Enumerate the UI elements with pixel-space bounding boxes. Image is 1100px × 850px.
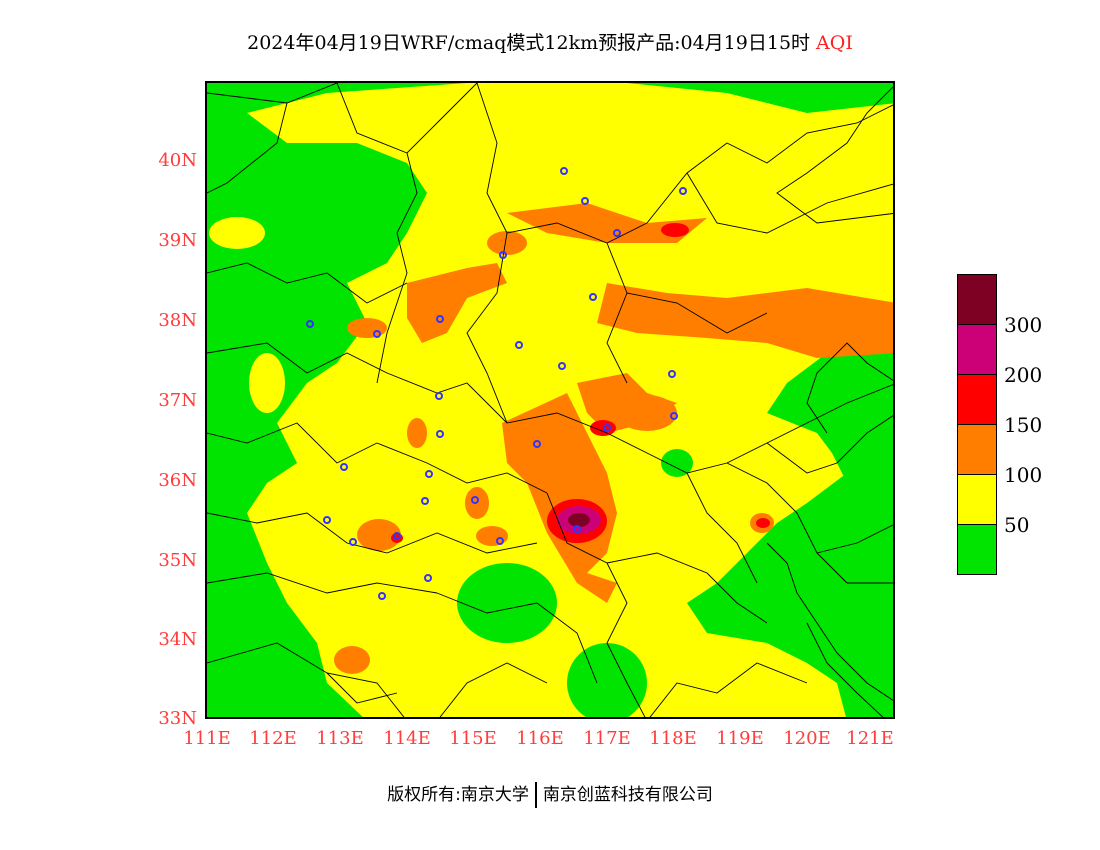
lon-tick-label: 112E: [249, 728, 297, 749]
aqi-level-unhealthy-patch: [756, 518, 770, 528]
legend-swatch-hazardous: [957, 274, 997, 325]
station-marker: [436, 430, 444, 438]
station-marker: [340, 463, 348, 471]
station-markers: [306, 167, 687, 600]
aqi-level-unhealthy-patch: [661, 223, 689, 237]
lon-tick-label: 119E: [716, 728, 764, 749]
legend-swatch-very-unhealthy: [957, 324, 997, 375]
aqi-level-moderate-patch: [267, 493, 337, 529]
station-marker: [613, 229, 621, 237]
station-marker: [425, 470, 433, 478]
aqi-level-sensitive-patch: [334, 646, 370, 674]
map-title: 2024年04月19日WRF/cmaq模式12km预报产品:04月19日15时 A…: [0, 28, 1100, 55]
legend-swatch-unhealthy: [957, 374, 997, 425]
aqi-level-sensitive-patch: [617, 395, 677, 431]
station-marker: [424, 574, 432, 582]
station-marker: [471, 496, 479, 504]
aqi-level-good-coast: [787, 346, 893, 717]
lat-tick-label: 38N: [158, 310, 197, 331]
aqi-level-good-patch: [723, 595, 771, 631]
station-marker: [496, 537, 504, 545]
aqi-level-sensitive-patch: [357, 519, 401, 551]
lat-tick-label: 34N: [158, 629, 197, 650]
legend-label: 150: [1004, 413, 1043, 437]
boundary-lines: [207, 83, 893, 717]
station-marker: [373, 330, 381, 338]
aqi-level-good-patch: [457, 563, 557, 643]
title-main: 2024年04月19日WRF/cmaq模式12km预报产品:04月19日15时: [247, 32, 811, 54]
station-marker: [515, 341, 523, 349]
copyright-footer: 版权所有:南京大学 南京创蓝科技有限公司: [0, 780, 1100, 808]
legend-swatch-moderate: [957, 474, 997, 525]
lon-tick-label: 116E: [516, 728, 564, 749]
footer-divider: [534, 782, 537, 808]
legend-label: 100: [1004, 463, 1043, 487]
station-marker: [679, 187, 687, 195]
aqi-level-sensitive-area: [507, 203, 707, 243]
aqi-level-sensitive-patch: [347, 318, 387, 338]
station-marker: [573, 525, 581, 533]
station-marker: [589, 293, 597, 301]
aqi-level-moderate-patch: [209, 217, 265, 249]
aqi-level-sensitive-area: [502, 393, 617, 603]
lat-tick-label: 37N: [158, 390, 197, 411]
station-marker: [421, 497, 429, 505]
station-marker: [558, 362, 566, 370]
aqi-level-good-patch: [661, 449, 693, 477]
aqi-map-svg: [207, 83, 893, 717]
aqi-level-good-patch: [567, 643, 647, 717]
aqi-level-sensitive-patch: [487, 231, 527, 255]
aqi-level-sensitive-patch: [407, 418, 427, 448]
lat-tick-label: 33N: [158, 708, 197, 729]
copyright-owner: 版权所有:南京大学: [387, 785, 529, 805]
lon-tick-label: 120E: [783, 728, 831, 749]
aqi-level-moderate-patch: [249, 353, 285, 413]
aqi-level-hazardous-patch: [568, 513, 590, 527]
station-marker: [435, 392, 443, 400]
lon-tick-label: 118E: [649, 728, 697, 749]
aqi-level-sensitive-area: [407, 263, 507, 343]
lon-tick-label: 114E: [383, 728, 431, 749]
lon-tick-label: 121E: [846, 728, 894, 749]
legend-label: 300: [1004, 313, 1043, 337]
station-marker: [323, 516, 331, 524]
station-marker: [306, 320, 314, 328]
aqi-level-sensitive-patch: [476, 526, 508, 546]
station-marker: [670, 412, 678, 420]
coastline: [766, 86, 893, 701]
lon-tick-label: 113E: [316, 728, 364, 749]
station-marker: [378, 592, 386, 600]
lat-tick-label: 40N: [158, 150, 197, 171]
lon-tick-label: 111E: [183, 728, 231, 749]
station-marker: [603, 424, 611, 432]
lat-tick-label: 36N: [158, 470, 197, 491]
legend-swatch-good: [957, 524, 997, 575]
station-marker: [533, 440, 541, 448]
station-marker: [436, 315, 444, 323]
legend-swatch-sensitive: [957, 424, 997, 475]
aqi-level-moderate-band: [627, 164, 893, 303]
lat-tick-label: 35N: [158, 550, 197, 571]
station-marker: [499, 251, 507, 259]
station-marker: [581, 197, 589, 205]
legend-label: 200: [1004, 363, 1043, 387]
station-marker: [668, 370, 676, 378]
station-marker: [349, 538, 357, 546]
legend-label: 50: [1004, 513, 1030, 537]
lon-tick-label: 117E: [583, 728, 631, 749]
lon-tick-label: 115E: [449, 728, 497, 749]
station-marker: [393, 532, 401, 540]
lat-tick-label: 39N: [158, 230, 197, 251]
copyright-company: 南京创蓝科技有限公司: [542, 785, 713, 805]
title-variable: AQI: [816, 32, 853, 54]
station-marker: [560, 167, 568, 175]
aqi-map: [205, 81, 895, 719]
